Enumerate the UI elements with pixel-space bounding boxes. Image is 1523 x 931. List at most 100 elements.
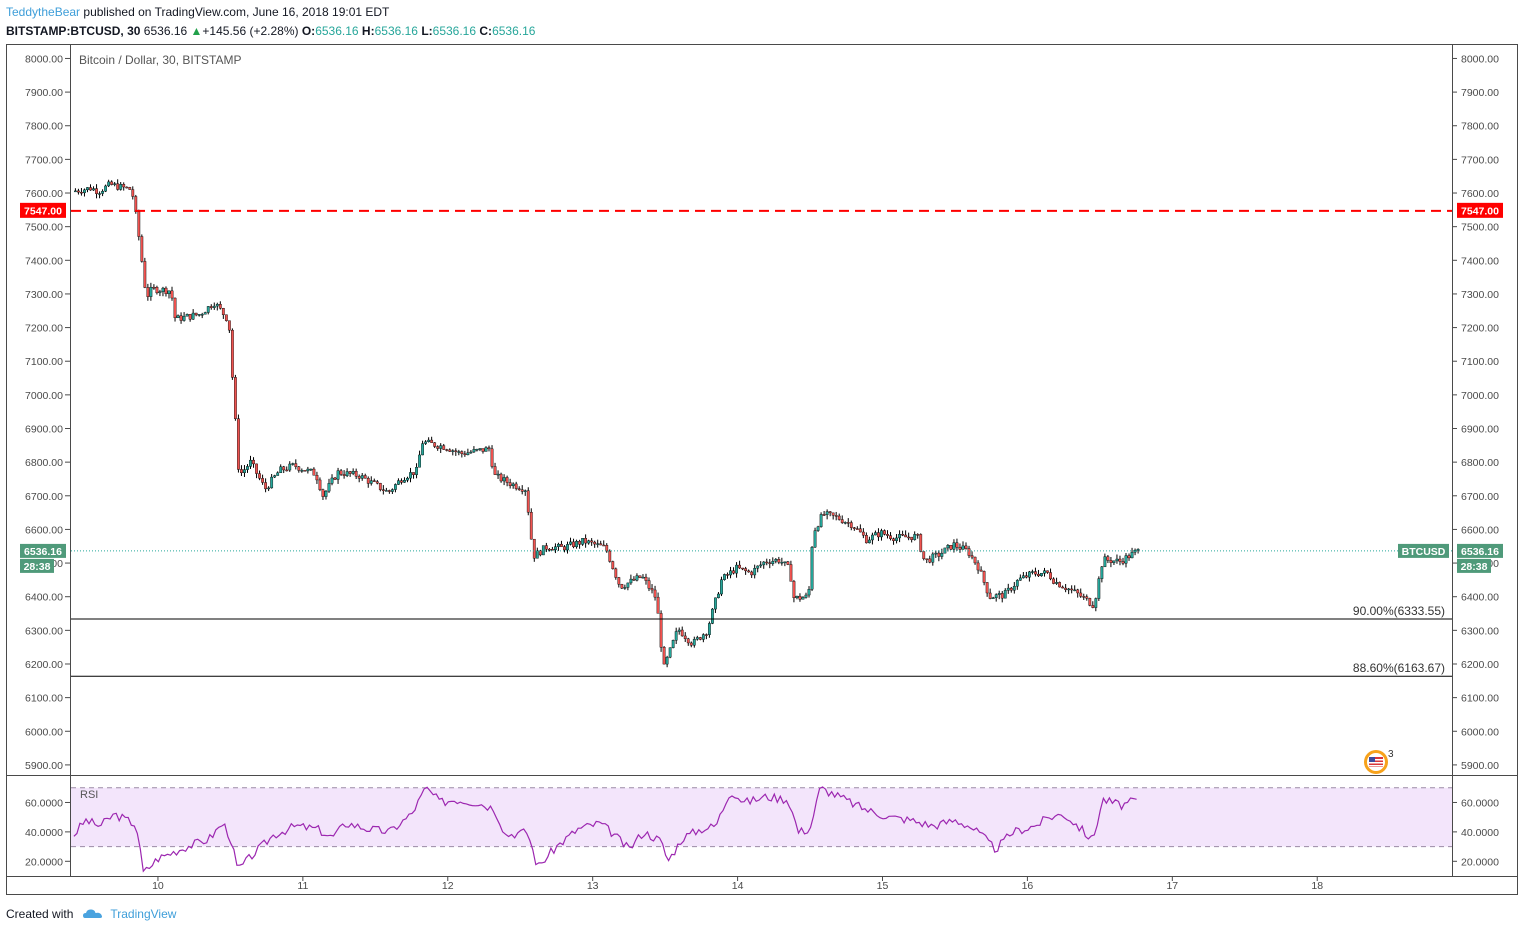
candle-body <box>946 544 950 549</box>
chart-title: Bitcoin / Dollar, 30, BITSTAMP <box>79 53 242 67</box>
candle-body <box>599 543 603 546</box>
candle-body <box>711 608 714 624</box>
candle-body <box>1052 578 1055 584</box>
candle-body <box>300 470 304 472</box>
candle-body <box>1106 556 1110 561</box>
candle-body <box>1012 585 1016 591</box>
candle-body <box>1097 578 1101 599</box>
candle-body <box>348 471 352 474</box>
fib-level-label: 88.60%(6163.67) <box>1353 661 1445 675</box>
candle-body <box>324 490 328 497</box>
us-flag-icon[interactable]: 3 <box>1364 749 1394 774</box>
chart-frame <box>6 44 1518 895</box>
last-price-label-left-countdown: 28:38 <box>24 561 51 573</box>
candle-body <box>777 559 781 563</box>
candle-body <box>937 552 941 557</box>
candle-body <box>234 377 237 419</box>
candle-body <box>732 570 735 574</box>
y-tick-label-right: 6600.00 <box>1461 524 1499 536</box>
candle-body <box>614 568 618 578</box>
candle-body <box>77 190 80 193</box>
candle-body <box>1061 586 1065 589</box>
y-tick-label-left: 7700.00 <box>25 154 63 166</box>
candle-body <box>523 490 527 492</box>
candle-body <box>1073 589 1077 592</box>
candle-body <box>997 593 1001 595</box>
candle-body <box>1055 582 1058 584</box>
candle-body <box>502 477 506 482</box>
candle-body <box>834 515 838 517</box>
candle-body <box>176 315 180 319</box>
event-count: 3 <box>1388 749 1394 760</box>
candle-body <box>203 312 207 315</box>
candle-body <box>762 561 766 566</box>
candlestick-series <box>74 179 1140 668</box>
y-tick-label-left: 6000.00 <box>25 726 63 738</box>
candle-body <box>197 314 201 316</box>
candle-body <box>720 579 723 595</box>
open-label: O: <box>301 24 316 38</box>
candle-body <box>357 476 361 479</box>
candle-body <box>801 597 805 600</box>
y-tick-label-right: 8000.00 <box>1461 53 1499 65</box>
candle-body <box>221 308 225 316</box>
candle-body <box>273 475 277 478</box>
candle-body <box>883 530 886 535</box>
y-tick-label-right: 7700.00 <box>1461 154 1499 166</box>
last-price-label-right: 6536.16 <box>1461 546 1499 558</box>
candle-body <box>701 634 705 640</box>
y-tick-label-right: 6000.00 <box>1461 726 1499 738</box>
candle-body <box>487 447 491 450</box>
candle-body <box>276 472 280 476</box>
candle-body <box>925 558 929 560</box>
candle-body <box>538 550 542 556</box>
y-tick-label-right: 7200.00 <box>1461 323 1499 335</box>
candle-body <box>161 287 165 292</box>
high-value: 6536.16 <box>374 24 418 38</box>
last-price-label-left-countdown-bg <box>20 558 54 573</box>
candle-body <box>560 543 563 547</box>
candle-body <box>442 445 446 450</box>
candle-body <box>726 574 729 576</box>
last-price-label-right-bg <box>1457 543 1503 558</box>
y-tick-label-left: 7600.00 <box>25 188 63 200</box>
last-price: 6536.16 <box>143 24 188 38</box>
candle-body <box>360 475 364 479</box>
tradingview-link[interactable]: TradingView <box>110 907 177 921</box>
candle-body <box>89 187 92 191</box>
candle-body <box>206 306 210 313</box>
candle-body <box>846 522 850 524</box>
candle-body <box>1115 558 1119 562</box>
candle-body <box>910 536 914 540</box>
y-tick-label-right: 6300.00 <box>1461 625 1499 637</box>
candle-body <box>384 490 388 492</box>
candle-body <box>747 570 751 573</box>
candle-body <box>369 480 373 484</box>
fib-level-label: 90.00%(6333.55) <box>1353 604 1445 618</box>
candle-body <box>563 546 566 551</box>
candle-body <box>394 484 397 490</box>
candle-body <box>1058 582 1061 588</box>
candle-body <box>457 451 461 453</box>
up-triangle-icon: ▲ <box>190 24 203 38</box>
author-link[interactable]: TeddytheBear <box>6 5 81 19</box>
candle-body <box>587 540 591 544</box>
candle-body <box>312 468 316 476</box>
candle-body <box>952 542 956 550</box>
candle-body <box>391 489 394 492</box>
candle-body <box>831 512 835 516</box>
candle-body <box>759 564 763 567</box>
candle-body <box>605 545 609 552</box>
y-tick-label-left: 7500.00 <box>25 222 63 234</box>
candle-body <box>1070 588 1074 591</box>
candle-body <box>194 312 198 316</box>
candle-body <box>695 637 699 640</box>
candle-body <box>934 552 938 555</box>
candle-body <box>149 286 153 297</box>
candle-body <box>421 443 424 456</box>
candle-body <box>608 550 612 562</box>
published-text: published on TradingView.com, June 16, 2… <box>83 5 390 19</box>
y-tick-label-right: 6400.00 <box>1461 592 1499 604</box>
candle-body <box>629 578 633 584</box>
